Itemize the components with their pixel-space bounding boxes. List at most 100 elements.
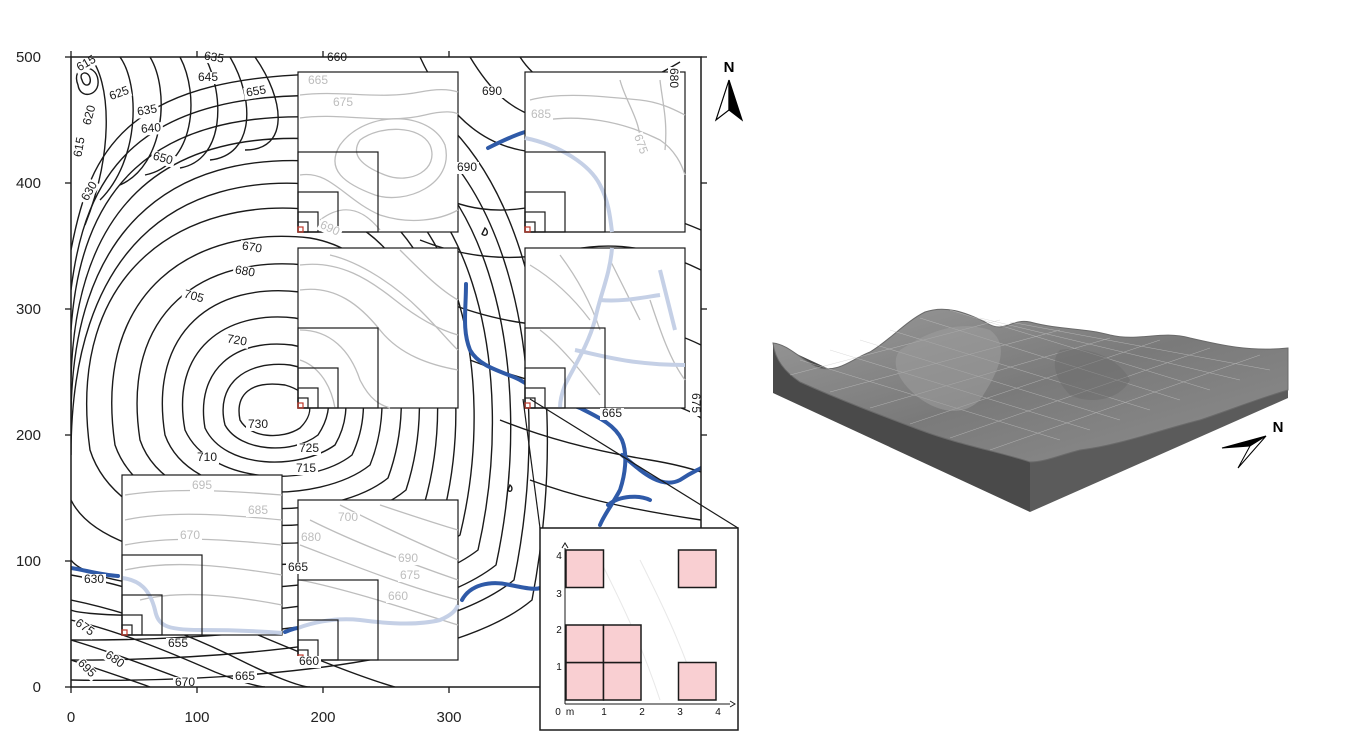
contour-elevation-label: 630	[84, 572, 104, 586]
contour-elevation-label: 665	[235, 669, 255, 683]
sample-plot-y-arrow	[561, 542, 569, 549]
contour-label-background	[286, 562, 310, 574]
contour-label-background	[246, 419, 270, 431]
north-label: N	[724, 59, 735, 76]
contour-label-background	[398, 570, 422, 582]
inset-x-tick-3: 3	[677, 707, 683, 718]
inset-x-unit: m	[566, 707, 574, 718]
sample-plot-cell	[602, 661, 642, 701]
contour-elevation-label: 660	[388, 589, 408, 603]
inset-x-tick-4: 4	[715, 707, 721, 718]
contour-label-background	[71, 135, 87, 161]
contour-label-background	[600, 408, 624, 420]
nested-inset-grid	[121, 71, 686, 661]
contour-label-background	[668, 67, 680, 91]
contour-elevation-label: 700	[338, 510, 358, 524]
contour-label-background	[138, 121, 164, 137]
zoom-inset-f	[297, 499, 460, 661]
y-tick-label: 300	[16, 301, 41, 318]
sample-plot-inset: 0 m 1 2 3 4 1 2 3 4	[522, 398, 739, 731]
sample-plot-cell	[565, 624, 605, 664]
contour-label-background	[455, 162, 479, 174]
contour-elevation-label: 655	[168, 636, 188, 650]
inset-y-tick-3: 3	[556, 589, 562, 600]
contour-elevation-label: 720	[226, 331, 248, 348]
sample-plot-x-ticks: 0 m 1 2 3 4	[555, 707, 721, 718]
contour-label-background	[316, 218, 344, 240]
sample-plot-cell	[565, 549, 605, 589]
inset-x-tick-2: 2	[639, 707, 645, 718]
contour-label-background	[529, 109, 553, 121]
contour-label-background	[239, 240, 265, 256]
contour-label-background	[195, 452, 219, 464]
inset-y-tick-2: 2	[556, 625, 562, 636]
zoom-inset-e	[121, 474, 283, 636]
contour-label-background	[105, 84, 133, 104]
sample-plot-cell	[677, 661, 717, 701]
zoom-connector-right	[529, 398, 739, 529]
block-north-arrow: N	[1221, 419, 1283, 469]
inset-y-tick-1: 1	[556, 662, 562, 673]
contour-label-background	[166, 638, 190, 650]
contour-label-background	[331, 97, 355, 109]
y-tick-label: 400	[16, 175, 41, 192]
contour-label-background	[232, 264, 258, 280]
zoom-inset-d	[524, 247, 686, 409]
sample-plot-cells	[565, 549, 717, 701]
inset-y-tick-4: 4	[556, 551, 562, 562]
contour-label-background	[386, 591, 410, 603]
contour-elevation-label: 680	[301, 530, 321, 544]
contour-label-layer: 6156156206256306356356406456506556606706…	[70, 48, 703, 689]
x-tick-label: 300	[436, 709, 461, 726]
terrain-valley-shadow	[1054, 349, 1130, 400]
contour-label-background	[297, 656, 321, 668]
x-tick-label: 200	[310, 709, 335, 726]
contour-elevation-label: 660	[299, 654, 319, 668]
zoom-inset-b	[524, 71, 686, 233]
map-border	[70, 56, 702, 688]
contour-elevation-label: 685	[531, 107, 551, 121]
contour-label-background	[190, 480, 214, 492]
contour-label-background	[180, 288, 208, 306]
contour-elevation-label: 690	[457, 160, 477, 174]
contour-label-background	[71, 616, 99, 640]
y-tick-label: 100	[16, 553, 41, 570]
contour-elevation-label: 665	[602, 406, 622, 420]
contour-label-background	[233, 671, 257, 683]
contour-label-background	[178, 530, 202, 542]
contour-elevation-label: 655	[245, 82, 267, 99]
contour-label-background	[134, 103, 160, 119]
contour-label-background	[297, 443, 321, 455]
contour-elevation-label: 635	[136, 101, 158, 118]
contour-elevation-label: 675	[400, 568, 420, 582]
contour-label-background	[243, 84, 269, 100]
inset-x-tick-1: 1	[601, 707, 607, 718]
contour-elevation-label: 725	[299, 441, 319, 455]
contour-elevation-label: 670	[175, 675, 195, 689]
contour-elevation-label: 680	[667, 68, 681, 88]
contour-label-background	[690, 392, 702, 416]
contour-label-background	[80, 102, 98, 130]
terrain-block-diagram: N	[772, 308, 1289, 512]
sample-plot-cell	[602, 624, 642, 664]
contour-label-background	[294, 463, 318, 475]
contour-elevation-label: 675	[689, 393, 703, 413]
sample-plot-cell	[565, 661, 605, 701]
terrain-hill-highlight	[895, 326, 1001, 411]
x-tick-label: 0	[67, 709, 75, 726]
y-tick-label: 200	[16, 427, 41, 444]
contour-elevation-label: 715	[296, 461, 316, 475]
sample-plot-x-arrow	[729, 700, 736, 708]
contour-label-background	[396, 553, 420, 565]
contour-elevation-label: 620	[80, 103, 99, 126]
contour-elevation-label: 690	[398, 551, 418, 565]
contour-elevation-label: 685	[248, 503, 268, 517]
contour-elevation-label: 625	[107, 83, 131, 103]
contour-label-background	[196, 72, 220, 84]
contour-label-background	[299, 532, 323, 544]
contour-elevation-label: 705	[183, 287, 206, 306]
contour-label-background	[201, 50, 227, 66]
contour-label-background	[246, 505, 270, 517]
inset-x-tick-0: 0	[555, 707, 561, 718]
